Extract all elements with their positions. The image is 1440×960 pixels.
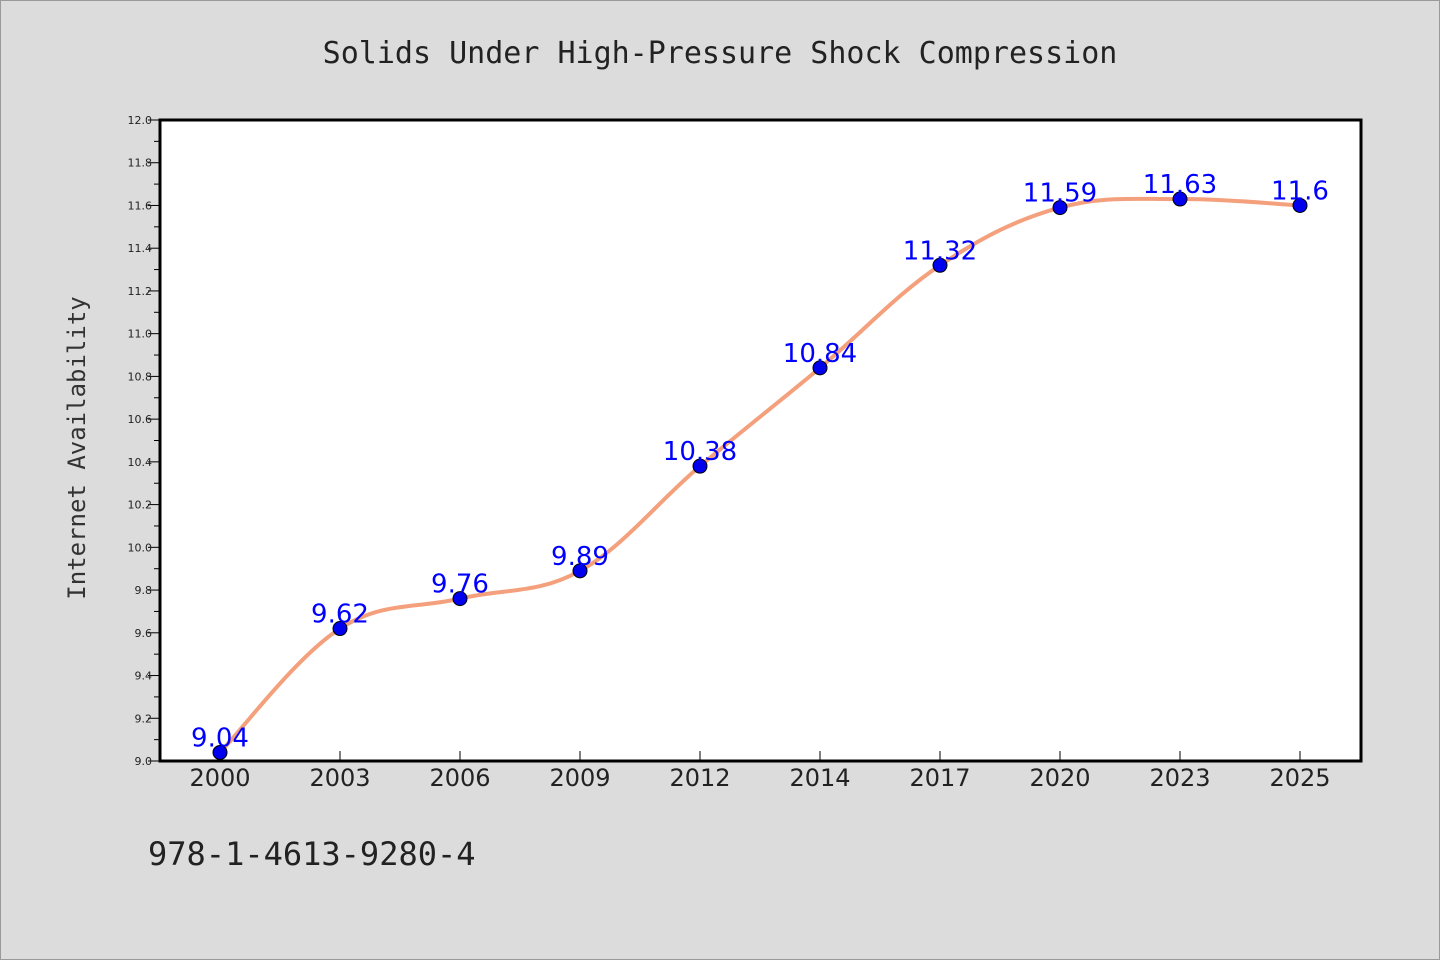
data-label: 10.38 — [663, 437, 737, 467]
y-tick-label: 9.2 — [135, 712, 153, 725]
data-label: 11.63 — [1143, 170, 1217, 200]
y-tick-label: 11.6 — [128, 199, 153, 212]
data-point — [1172, 191, 1188, 207]
y-tick-label: 10.8 — [128, 370, 153, 383]
y-tick-label: 11.0 — [128, 328, 153, 341]
x-tick-label: 2006 — [429, 764, 490, 792]
data-label: 9.89 — [551, 542, 609, 572]
y-axis-ticks: 9.0 9.2 9.4 9.6 9.8 10.0 10.2 10.4 10.6 10.8 11.0 1… — [128, 114, 160, 768]
x-tick-label: 2009 — [549, 764, 610, 792]
y-tick-label: 9.8 — [135, 584, 153, 597]
data-point — [692, 458, 708, 474]
chart-title: Solids Under High-Pressure Shock Compres… — [323, 36, 1118, 71]
y-tick-label: 10.4 — [128, 456, 153, 469]
data-label: 9.62 — [311, 600, 369, 630]
x-tick-label: 2003 — [309, 764, 370, 792]
series-group — [212, 191, 1308, 760]
y-tick-label: 9.0 — [135, 755, 153, 768]
data-point — [932, 257, 948, 273]
data-label: 9.04 — [191, 723, 249, 753]
series-line — [218, 196, 1301, 754]
x-tick-label: 2020 — [1029, 764, 1090, 792]
data-labels: 9.04 9.62 9.76 9.89 10.38 10.84 11.32 11.59 11.6… — [191, 170, 1329, 753]
x-tick-label: 2025 — [1269, 764, 1330, 792]
y-tick-label: 12.0 — [128, 114, 153, 127]
data-point — [452, 591, 468, 607]
x-tick-label: 2000 — [189, 764, 250, 792]
data-point — [212, 744, 228, 760]
y-tick-label: 11.4 — [128, 242, 153, 255]
x-tick-label: 2012 — [669, 764, 730, 792]
data-label: 9.76 — [431, 570, 489, 600]
data-label: 11.6 — [1271, 176, 1329, 206]
data-point — [332, 621, 348, 637]
data-point — [572, 563, 588, 579]
y-tick-label: 10.2 — [128, 499, 153, 512]
data-label: 10.84 — [783, 339, 857, 369]
plot-area — [158, 118, 1363, 763]
data-point — [1292, 197, 1308, 213]
data-point — [1052, 200, 1068, 216]
y-tick-label: 9.6 — [135, 627, 153, 640]
y-tick-label: 10.0 — [128, 541, 153, 554]
x-tick-label: 2023 — [1149, 764, 1210, 792]
y-tick-label: 9.4 — [135, 670, 153, 683]
y-tick-label: 11.8 — [128, 157, 153, 170]
x-tick-label: 2014 — [789, 764, 850, 792]
data-label: 11.32 — [903, 236, 977, 266]
x-axis-ticks: 2000 2003 2006 2009 2012 2014 2017 2020 2023 2025 — [189, 751, 1331, 792]
footer-note: 978-1-4613-9280-4 — [148, 835, 476, 873]
y-axis-label: Internet Availability — [63, 296, 91, 599]
data-label: 11.59 — [1023, 179, 1097, 209]
y-tick-label: 11.2 — [128, 285, 153, 298]
data-point — [812, 360, 828, 376]
x-tick-label: 2017 — [909, 764, 970, 792]
y-tick-label: 10.6 — [128, 413, 153, 426]
